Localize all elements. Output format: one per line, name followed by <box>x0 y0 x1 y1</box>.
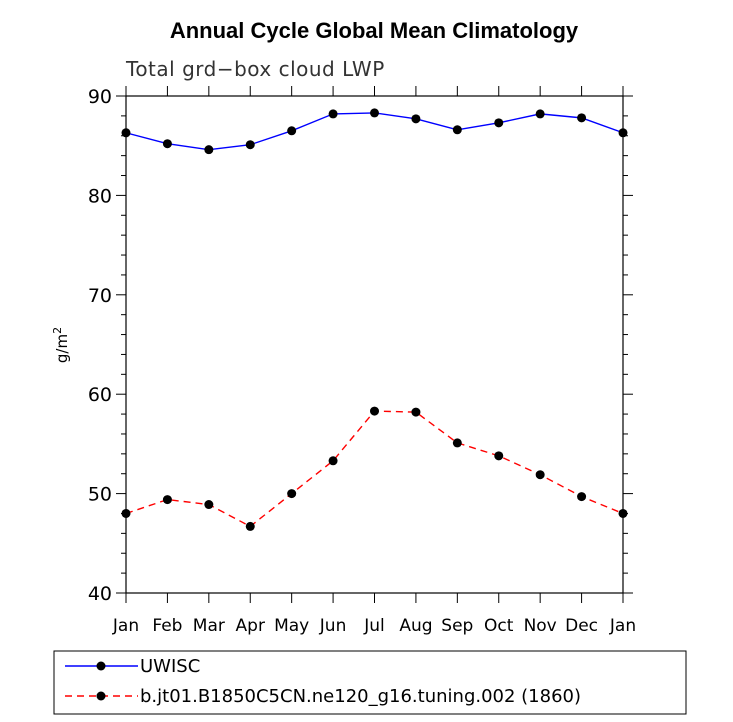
y-axis-label: g/m2 <box>51 327 71 363</box>
legend-entry-uwisc: UWISC <box>65 656 200 677</box>
x-tick-label: Sep <box>441 616 473 636</box>
series-0-point <box>452 125 462 135</box>
y-tick-label: 40 <box>88 583 112 605</box>
y-tick-label: 70 <box>88 285 112 307</box>
y-tick-label: 80 <box>88 185 112 207</box>
series-1-point <box>328 456 338 466</box>
series-1-point <box>370 406 379 416</box>
series-1-point <box>535 470 545 480</box>
x-tick-label: Jan <box>112 616 139 636</box>
x-tick-label: Dec <box>565 616 598 636</box>
series-0-point <box>121 128 131 138</box>
y-tick-label: 50 <box>88 484 112 506</box>
series-0-point <box>535 109 545 119</box>
y-axis-label-unit: g/m <box>53 334 71 363</box>
legend-label-model: b.jt01.B1850C5CN.ne120_g16.tuning.002 (1… <box>140 686 581 707</box>
series-1-point <box>494 451 504 461</box>
legend-label-uwisc: UWISC <box>140 656 200 677</box>
series-1-point <box>618 508 628 518</box>
x-tick-label: Oct <box>484 616 514 636</box>
series-1-point <box>287 489 297 499</box>
series-line-1 <box>125 410 624 528</box>
series-0-point <box>245 140 255 150</box>
y-axis: 40 50 60 70 80 90 <box>88 86 633 605</box>
x-tick-label: May <box>274 616 309 636</box>
series-1-point <box>452 438 462 448</box>
y-tick-label: 90 <box>88 86 112 108</box>
x-tick-label: Feb <box>152 616 182 636</box>
plot-frame <box>125 95 624 594</box>
series-line-0 <box>125 112 624 151</box>
legend-box <box>53 650 687 715</box>
y-tick-label: 60 <box>88 384 112 406</box>
x-tick-label: Aug <box>399 616 432 636</box>
x-tick-label: Apr <box>236 616 265 636</box>
series-1-point <box>121 508 131 518</box>
series-0-point <box>204 145 214 155</box>
legend-marker-uwisc <box>96 661 106 671</box>
series-1-point <box>245 521 255 531</box>
x-tick-label: Jan <box>609 616 636 636</box>
series-1-point <box>162 495 172 505</box>
x-tick-label: Nov <box>524 616 557 636</box>
series-0-point <box>577 113 587 123</box>
series-1-point <box>411 407 421 417</box>
series-0-point <box>287 126 297 136</box>
x-axis: Jan Feb Mar Apr May Jun Jul Aug Sep Oct Nov Dec Jan <box>112 86 636 636</box>
chart-title: Annual Cycle Global Mean Climatology <box>170 18 579 43</box>
y-axis-label-sup: 2 <box>51 327 64 334</box>
series-0-point <box>370 108 379 118</box>
series-0-point <box>494 118 504 128</box>
series-0-point <box>618 128 628 138</box>
series-1-point <box>204 500 214 510</box>
x-tick-label: Jun <box>319 616 347 636</box>
series-layer <box>121 108 628 531</box>
series-1-point <box>577 492 587 502</box>
chart-subtitle: Total grd−box cloud LWP <box>125 57 385 81</box>
x-tick-label: Mar <box>193 616 225 636</box>
legend-marker-model <box>96 691 106 701</box>
legend-entry-model: b.jt01.B1850C5CN.ne120_g16.tuning.002 (1… <box>65 686 581 707</box>
series-0-point <box>411 114 421 124</box>
series-0-point <box>162 139 172 149</box>
x-tick-label: Jul <box>363 616 385 636</box>
series-0-point <box>328 109 338 119</box>
